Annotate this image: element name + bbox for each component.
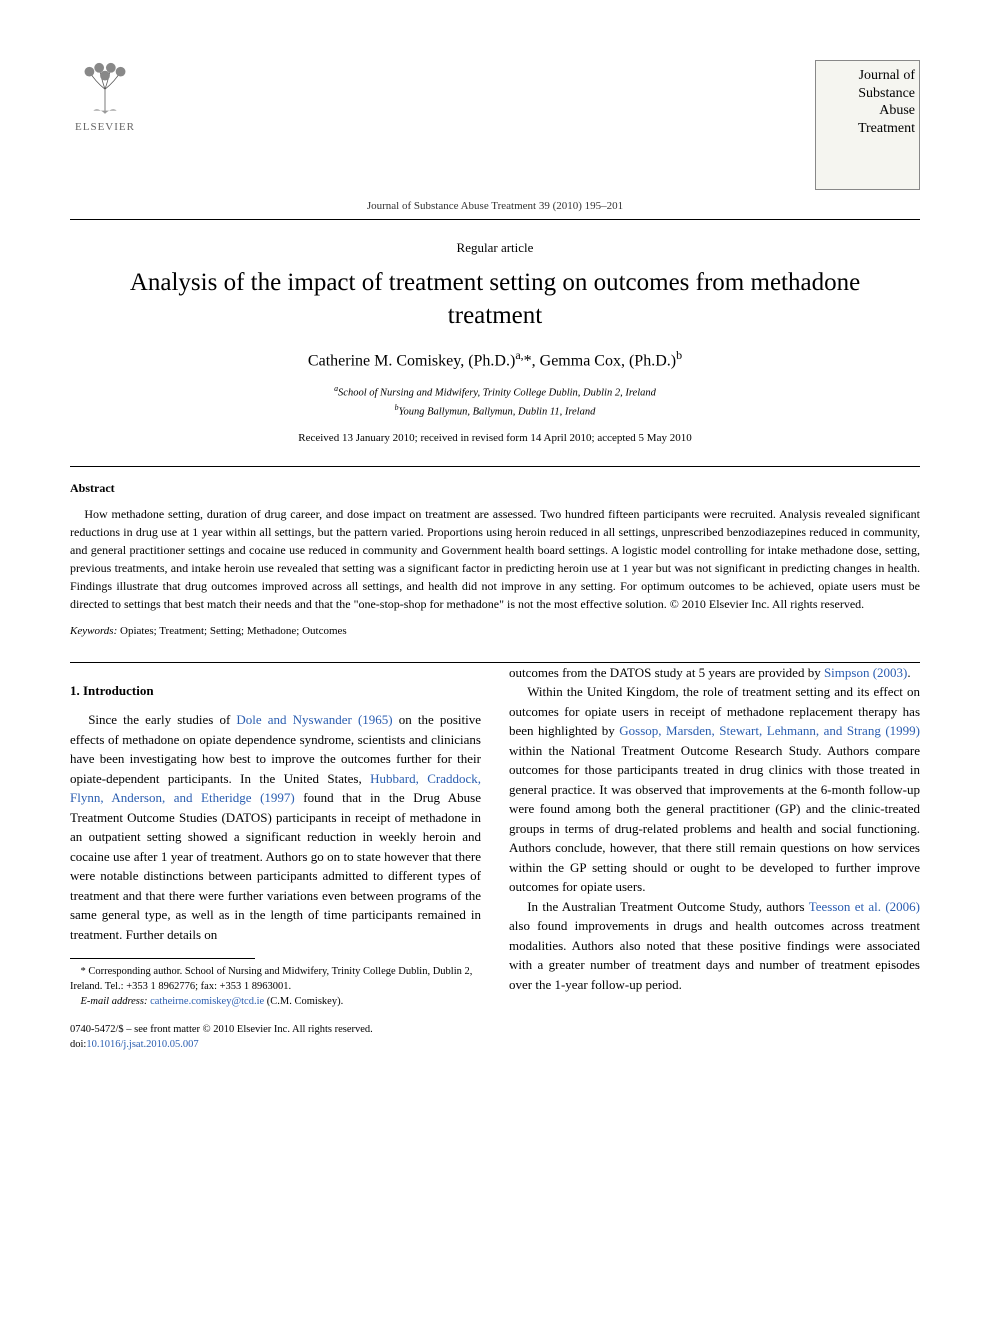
keywords-label: Keywords: xyxy=(70,625,117,637)
authors: Catherine M. Comiskey, (Ph.D.)a,*, Gemma… xyxy=(70,346,920,373)
article-dates: Received 13 January 2010; received in re… xyxy=(70,430,920,447)
header-rule xyxy=(70,219,920,220)
email-who: (C.M. Comiskey). xyxy=(267,996,343,1007)
doi-link[interactable]: 10.1016/j.jsat.2010.05.007 xyxy=(86,1039,198,1050)
publisher-name: ELSEVIER xyxy=(75,119,135,136)
citation-link[interactable]: Teesson et al. (2006) xyxy=(809,899,920,914)
body-paragraph-1-cont: outcomes from the DATOS study at 5 years… xyxy=(509,663,920,683)
keywords-text: Opiates; Treatment; Setting; Methadone; … xyxy=(120,625,347,637)
abstract-heading: Abstract xyxy=(70,479,920,497)
email-link[interactable]: catheirne.comiskey@tcd.ie xyxy=(150,996,264,1007)
article-title: Analysis of the impact of treatment sett… xyxy=(110,267,880,332)
body-columns: 1. Introduction Since the early studies … xyxy=(70,663,920,1053)
corresponding-author-footnote: * Corresponding author. School of Nursin… xyxy=(70,965,481,994)
doi-line: doi:10.1016/j.jsat.2010.05.007 xyxy=(70,1038,481,1053)
abstract-text: How methadone setting, duration of drug … xyxy=(70,505,920,613)
footnote-rule xyxy=(70,958,255,959)
journal-cover: Journal of Substance Abuse Treatment xyxy=(815,60,920,190)
body-paragraph-3: In the Australian Treatment Outcome Stud… xyxy=(509,897,920,995)
copyright-block: 0740-5472/$ – see front matter © 2010 El… xyxy=(70,1023,481,1052)
journal-citation: Journal of Substance Abuse Treatment 39 … xyxy=(70,198,920,215)
copyright-text: 0740-5472/$ – see front matter © 2010 El… xyxy=(70,1023,481,1038)
citation-link[interactable]: Gossop, Marsden, Stewart, Lehmann, and S… xyxy=(619,723,920,738)
email-footnote: E-mail address: catheirne.comiskey@tcd.i… xyxy=(70,995,481,1010)
affiliation-b: bYoung Ballymun, Ballymun, Dublin 11, Ir… xyxy=(70,402,920,420)
article-type: Regular article xyxy=(70,238,920,258)
citation-link[interactable]: Dole and Nyswander (1965) xyxy=(236,712,392,727)
elsevier-tree-icon xyxy=(75,60,135,117)
affiliation-a: aSchool of Nursing and Midwifery, Trinit… xyxy=(70,383,920,401)
body-paragraph-2: Within the United Kingdom, the role of t… xyxy=(509,682,920,897)
journal-cover-line: Substance xyxy=(820,85,915,103)
journal-cover-line: Abuse xyxy=(820,102,915,120)
section-1-heading: 1. Introduction xyxy=(70,681,481,701)
journal-cover-line: Journal of xyxy=(820,67,915,85)
affiliations: aSchool of Nursing and Midwifery, Trinit… xyxy=(70,383,920,419)
citation-link[interactable]: Simpson (2003) xyxy=(824,665,907,680)
email-label: E-mail address: xyxy=(81,996,148,1007)
journal-cover-line: Treatment xyxy=(820,120,915,138)
publisher-logo: ELSEVIER xyxy=(70,60,140,135)
body-paragraph-1: Since the early studies of Dole and Nysw… xyxy=(70,710,481,944)
page-header: ELSEVIER Journal of Substance Abuse Trea… xyxy=(70,60,920,190)
keywords: Keywords: Opiates; Treatment; Setting; M… xyxy=(70,623,920,640)
